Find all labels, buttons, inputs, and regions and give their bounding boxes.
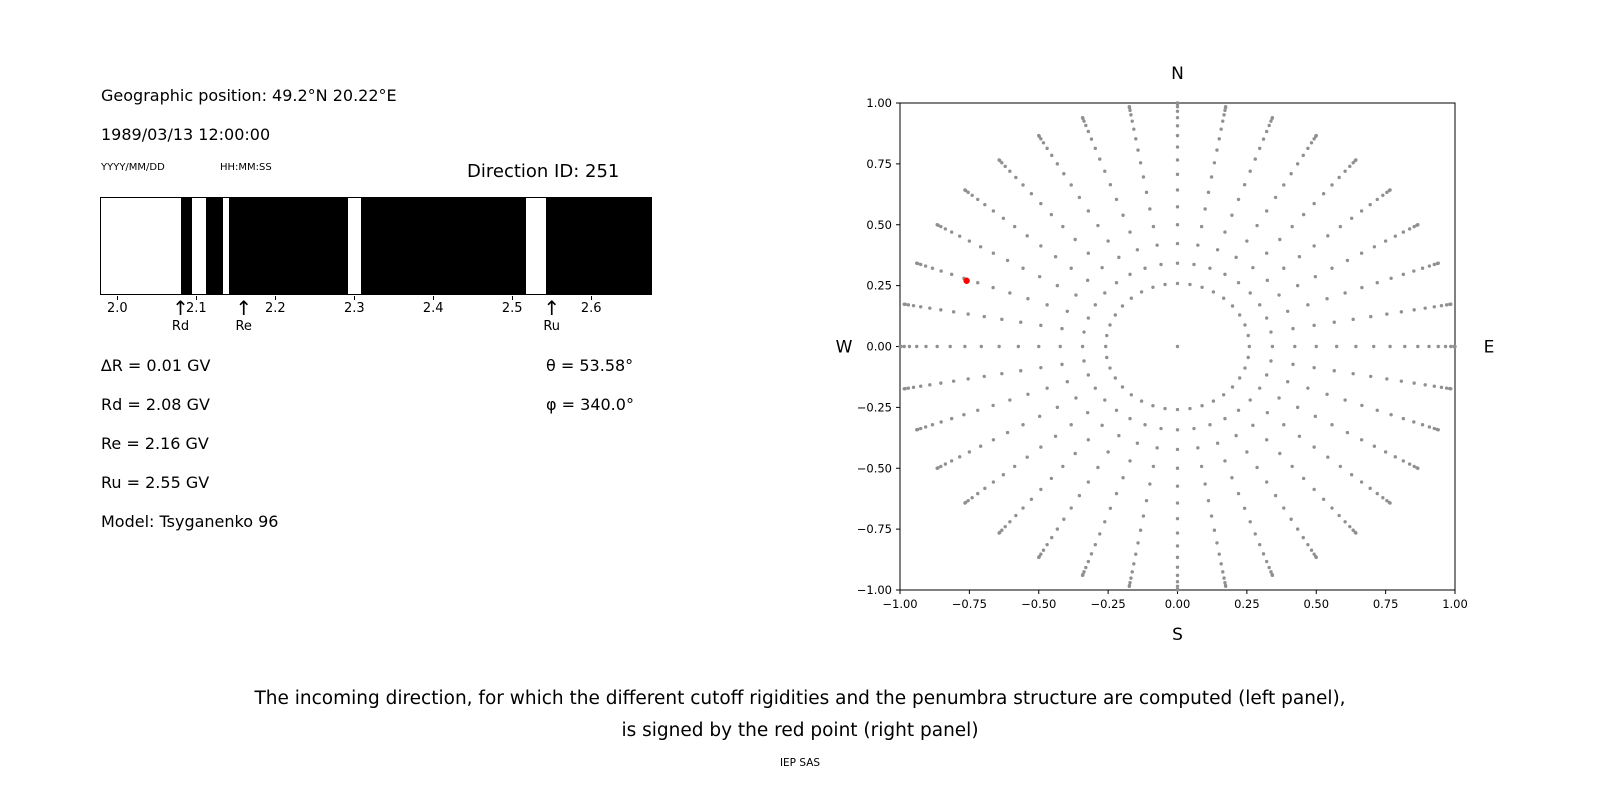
penumbra-barcode-chart [100,197,652,295]
marker-label: Ru [543,319,561,334]
x-tick [512,296,514,300]
y-tick-label: −1.00 [857,583,892,597]
x-tick-label: 2.3 [343,301,365,316]
x-tick-label: −1.00 [882,597,917,611]
x-tick-label: 1.00 [1442,597,1468,611]
x-tick-label: 2.5 [501,301,523,316]
credit-label: IEP SAS [779,757,821,769]
forbidden-band [545,198,651,294]
y-tick-label: 0.50 [866,218,892,232]
x-tick-label: 0.00 [1165,597,1191,611]
caption-line-1: The incoming direction, for which the di… [254,688,1346,709]
y-tick-label: 0.25 [866,279,892,293]
x-tick [433,296,435,300]
date-format-label: YYYY/MM/DD [101,162,165,173]
x-tick-label: 2.0 [107,301,128,316]
phi-value: φ = 340.0° [546,395,634,414]
forbidden-band [181,198,193,294]
x-tick-label: 0.50 [1303,597,1329,611]
forbidden-band [229,198,349,294]
x-tick-label: −0.25 [1091,597,1126,611]
x-tick [117,296,119,300]
x-tick [275,296,277,300]
rd-value: Rd = 2.08 GV [101,395,210,414]
direction-scatter-chart: −1.00−1.00 −0.75 −0.75 −0.50 −0.50 −0.25 −0.25… [836,64,1495,645]
center-dot [1175,344,1180,349]
datetime-value: 1989/03/13 12:00:00 [101,125,271,144]
x-tick-label: −0.50 [1021,597,1056,611]
x-tick [591,296,593,300]
y-tick-label: 0.00 [866,340,892,354]
geographic-position: Geographic position: 49.2°N 20.22°E [101,86,397,105]
x-tick-label: 2.6 [580,301,602,316]
x-tick-label: 0.25 [1234,597,1260,611]
x-tick-label: 2.4 [422,301,444,316]
marker-label: Rd [171,319,190,334]
compass-w-label: W [836,338,853,358]
model-label: Model: Tsyganenko 96 [101,512,279,531]
x-tick [354,296,356,300]
asymptotic-direction-dots [898,101,1457,592]
y-tick-label: −0.50 [857,461,892,475]
x-tick-label: 2.2 [264,301,286,316]
y-tick-label: −0.25 [857,400,892,414]
y-tick-label: 1.00 [866,96,892,110]
red-point-incoming-direction [963,277,970,284]
y-tick-label: 0.75 [866,157,892,171]
delta-r-value: ∆R = 0.01 GV [101,356,211,375]
compass-e-label: E [1484,338,1495,358]
marker-label: Re [235,319,252,334]
compass-s-label: S [1172,625,1183,645]
y-tick-label: −0.75 [857,522,892,536]
x-tick-label: 0.75 [1373,597,1399,611]
direction-id: Direction ID: 251 [467,161,620,182]
caption-line-2: is signed by the red point (right panel) [621,720,979,741]
re-value: Re = 2.16 GV [101,434,209,453]
forbidden-band [205,198,223,294]
x-tick [196,296,198,300]
compass-n-label: N [1171,64,1184,84]
theta-value: θ = 53.58° [546,356,634,375]
penumbra-x-axis: 2.0 2.1 2.2 2.3 2.4 2.5 2.6 [100,296,652,318]
time-format-label: HH:MM:SS [220,162,272,173]
x-tick-label: 2.1 [185,301,207,316]
ru-value: Ru = 2.55 GV [101,473,210,492]
x-tick-label: −0.75 [952,597,987,611]
forbidden-band [360,198,526,294]
